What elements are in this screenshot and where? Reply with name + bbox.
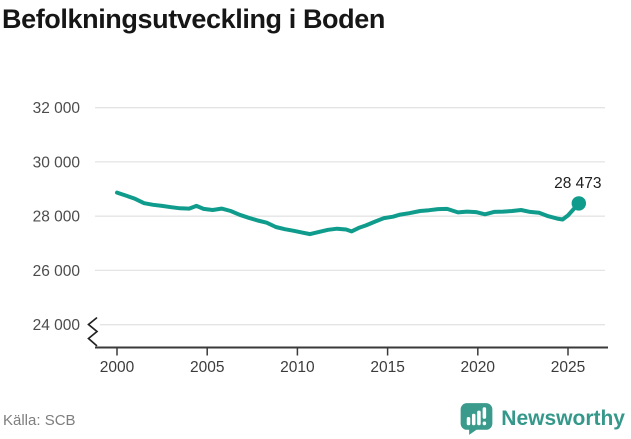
- page-title: Befolkningsutveckling i Boden: [2, 4, 385, 34]
- y-axis-tick-label: 26 000: [33, 263, 81, 280]
- axis-break-icon: [87, 317, 99, 347]
- newsworthy-logo[interactable]: Newsworthy: [459, 402, 625, 436]
- population-line: [115, 190, 581, 237]
- x-axis-tick-label: 2010: [280, 359, 315, 376]
- source-note: Källa: SCB: [3, 412, 76, 429]
- x-axis-tick-label: 2015: [370, 359, 404, 376]
- x-axis-tick-label: 2000: [100, 359, 135, 376]
- y-axis-tick-label: 24 000: [33, 317, 81, 334]
- x-axis-tick-label: 2020: [461, 359, 496, 376]
- y-axis-tick-label: 28 000: [33, 209, 81, 226]
- x-axis-tick-label: 2025: [551, 359, 585, 376]
- y-axis-tick-label: 30 000: [33, 154, 81, 171]
- end-point-marker: [571, 196, 586, 211]
- end-value-label: 28 473: [554, 175, 601, 192]
- newsworthy-chart-bubble-icon: [460, 403, 493, 435]
- y-axis-tick-label: 32 000: [33, 100, 81, 117]
- x-axis-tick-label: 2005: [190, 359, 224, 376]
- newsworthy-wordmark: Newsworthy: [501, 407, 625, 430]
